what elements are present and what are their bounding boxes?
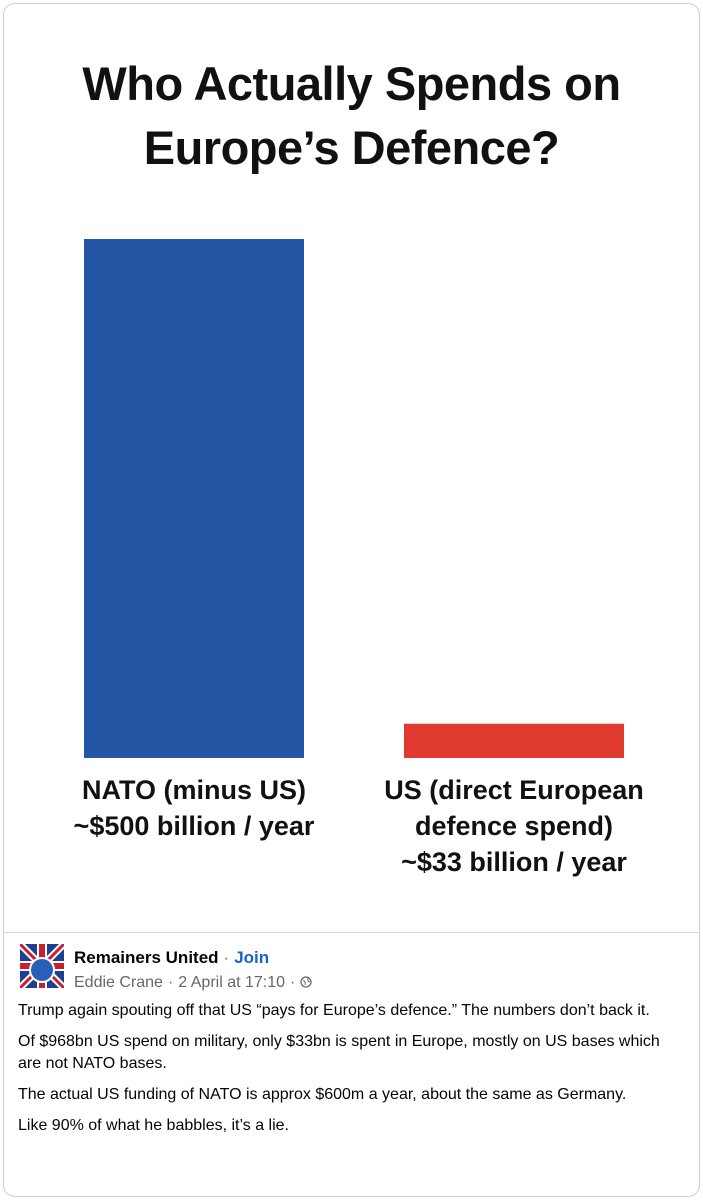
globe-icon (300, 976, 313, 988)
post-paragraph: Of $968bn US spend on military, only $33… (18, 1033, 660, 1072)
privacy (285, 974, 312, 991)
bar-label: US (direct European defence spend) ~$33 b… (354, 772, 674, 880)
chart (84, 239, 624, 758)
chart-title: Who Actually Spends on Europe’s Defence? (82, 57, 621, 174)
separator (4, 932, 699, 933)
post-paragraph: Trump again spouting off that US “pays f… (18, 1002, 650, 1019)
post-paragraph: The actual US funding of NATO is approx … (18, 1086, 627, 1103)
bar (404, 723, 624, 758)
post-header: Remainers United Join (74, 948, 269, 968)
join-link[interactable]: Join (219, 948, 270, 967)
time[interactable]: 2 April at 17:10 (163, 974, 285, 991)
category-label: US (direct European defence spend) (384, 775, 644, 841)
post-meta: Eddie Crane 2 April at 17:10 (74, 974, 312, 992)
time-text[interactable]: 2 April at 17:10 (178, 974, 286, 991)
bar (84, 239, 304, 758)
post-body: Trump again spouting off that US “pays f… (18, 1000, 683, 1146)
group-avatar[interactable] (20, 944, 64, 988)
bar-label: NATO (minus US) ~$500 billion / year (34, 772, 354, 844)
post-card: Who Actually Spends on Europe’s Defence?… (3, 3, 700, 1197)
author[interactable]: Eddie Crane (74, 974, 163, 991)
join-text[interactable]: Join (234, 948, 270, 967)
value-label: ~$33 billion / year (401, 847, 627, 877)
value-label: ~$500 billion / year (73, 811, 315, 841)
category-label: NATO (minus US) (81, 775, 306, 805)
group-name[interactable]: Remainers United (74, 948, 219, 967)
post-paragraph: Like 90% of what he babbles, it’s a lie. (18, 1117, 289, 1134)
